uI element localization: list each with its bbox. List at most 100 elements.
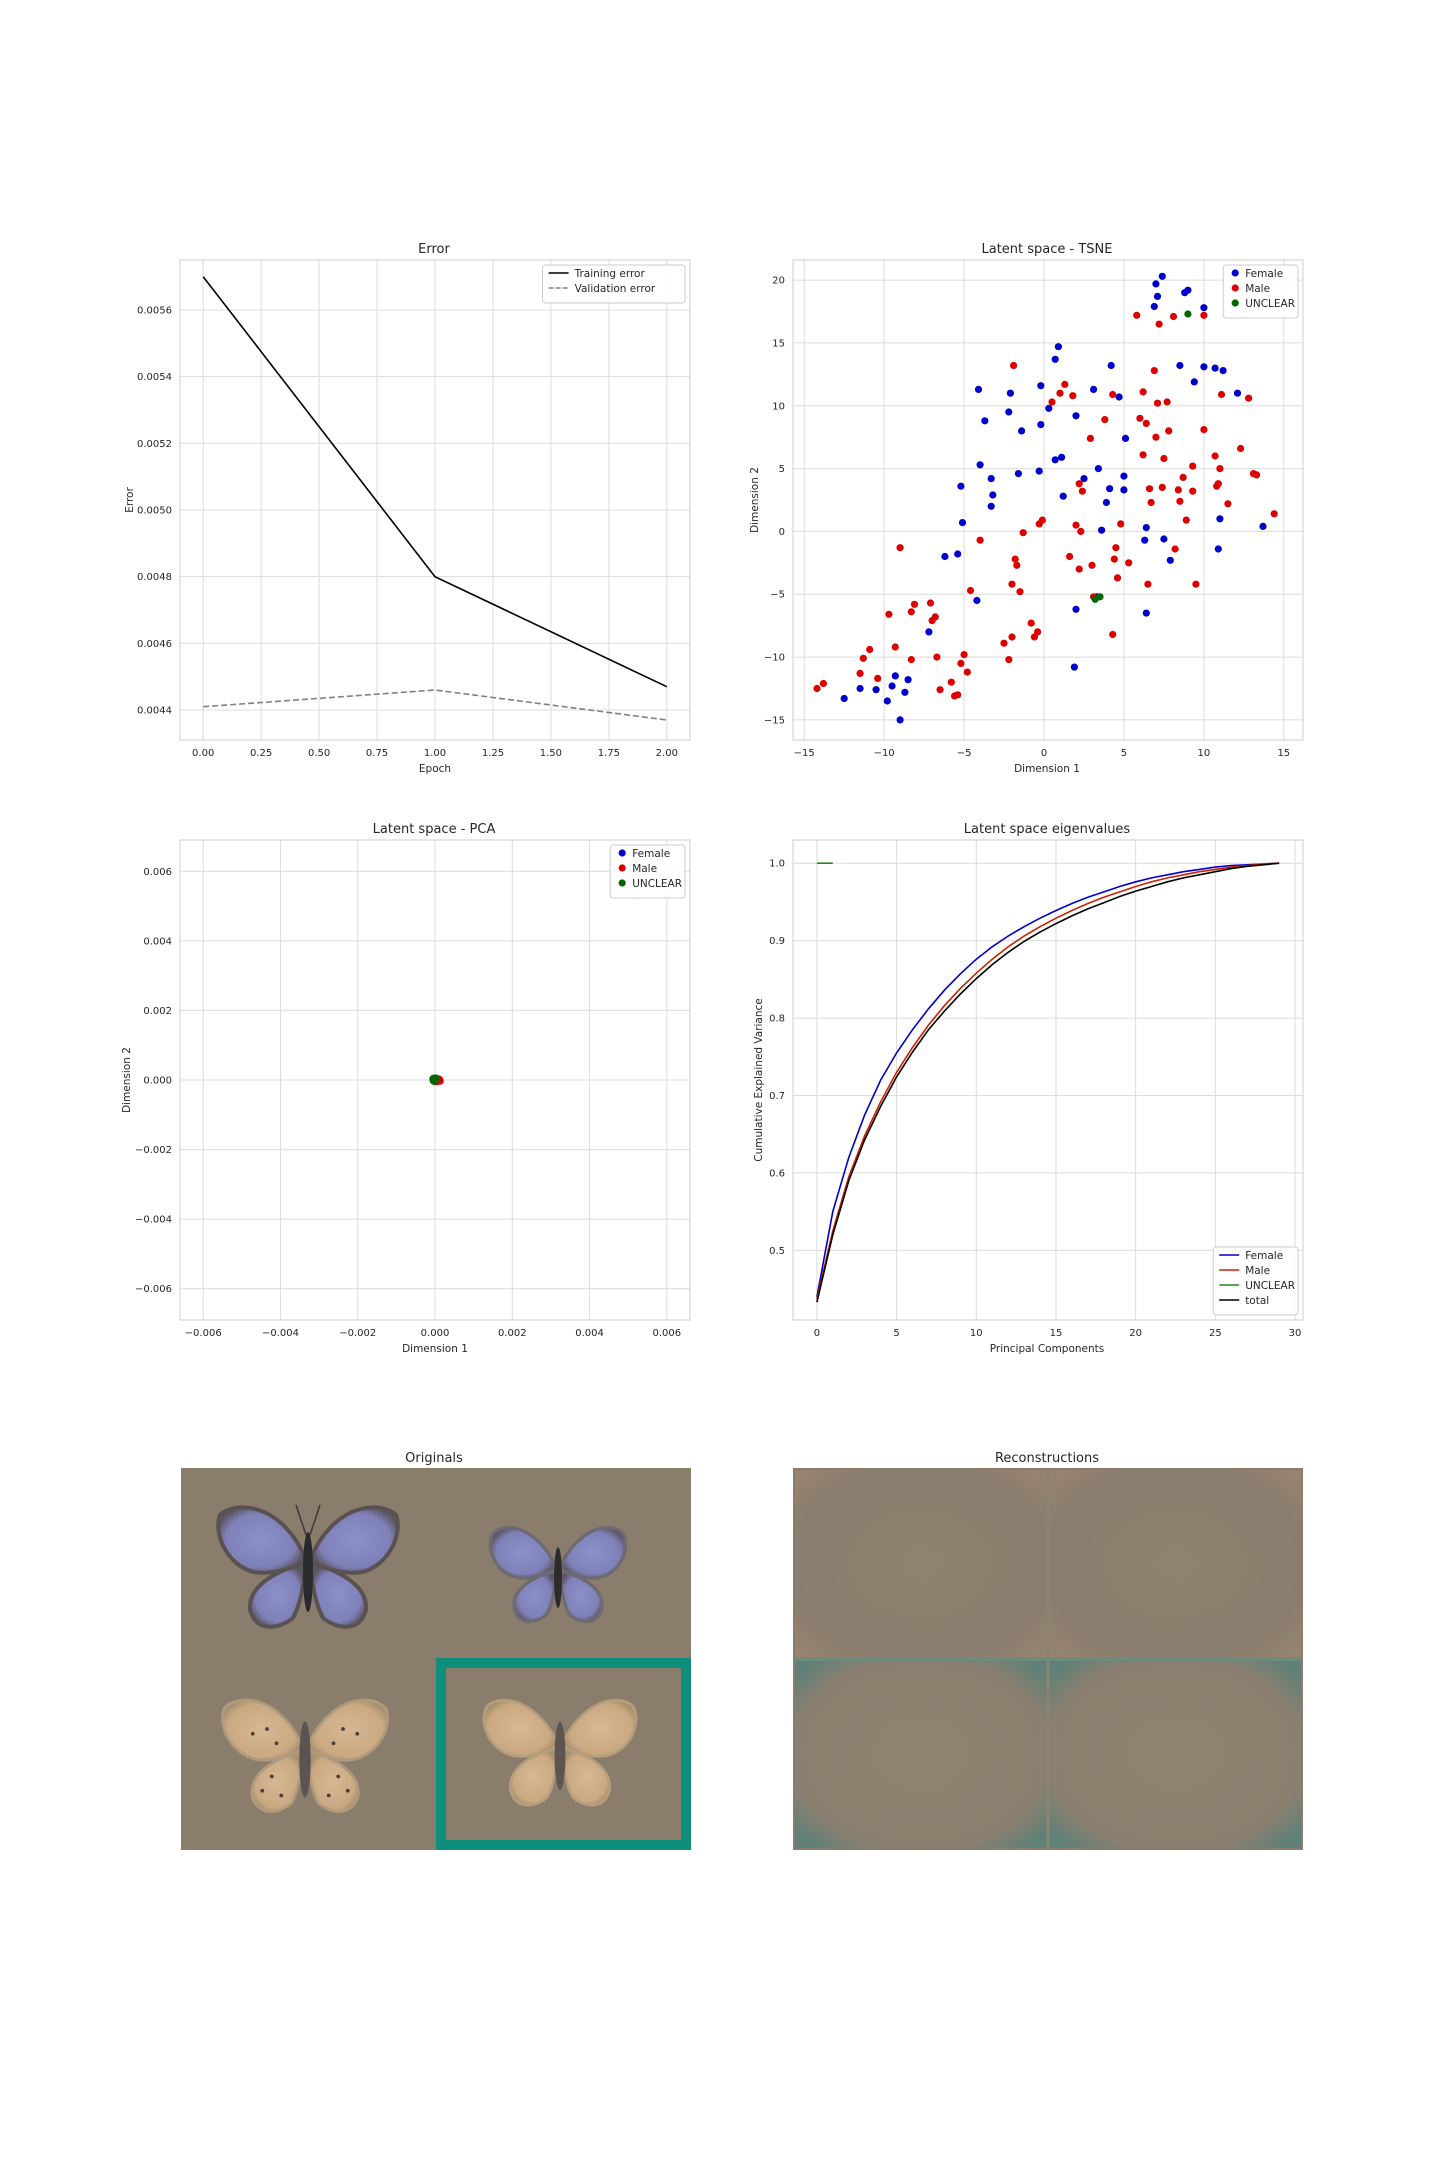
legend-swatch-unclear bbox=[618, 879, 626, 887]
data-point-male bbox=[885, 610, 893, 618]
y-tick-label: 0.000 bbox=[143, 1076, 172, 1087]
data-point-female bbox=[974, 385, 983, 393]
data-point-male bbox=[866, 645, 874, 654]
data-point-male bbox=[1101, 416, 1109, 424]
data-point-male bbox=[1011, 555, 1019, 563]
y-axis-label: Dimension 2 bbox=[749, 467, 761, 533]
data-point-male bbox=[957, 659, 965, 668]
x-tick-label: 25 bbox=[1209, 1328, 1222, 1339]
data-point-male bbox=[963, 668, 971, 676]
data-point-female bbox=[888, 682, 896, 690]
butterfly-blue-large bbox=[216, 1504, 400, 1629]
x-axis-label: Dimension 1 bbox=[402, 1343, 468, 1355]
data-point-male bbox=[891, 643, 899, 651]
data-point-male bbox=[1109, 390, 1117, 399]
x-tick-label: 1.75 bbox=[598, 748, 620, 759]
originals-panel: Originals bbox=[181, 1451, 691, 1850]
data-point-female bbox=[1211, 364, 1219, 372]
legend-box bbox=[1212, 1246, 1299, 1316]
data-point-female bbox=[1233, 389, 1242, 397]
data-point-female bbox=[1018, 427, 1026, 435]
data-point-male bbox=[1200, 426, 1208, 434]
data-point-male bbox=[1113, 574, 1122, 582]
chart-title: Latent space eigenvalues bbox=[964, 822, 1131, 837]
data-point-female bbox=[958, 519, 967, 527]
data-point-male bbox=[1153, 399, 1162, 407]
legend-label-male: Male bbox=[632, 863, 657, 875]
y-tick-label: −15 bbox=[764, 715, 785, 726]
legend-label-female: Female bbox=[632, 848, 670, 860]
data-point-male bbox=[1169, 312, 1178, 321]
x-tick-label: 0.004 bbox=[575, 1328, 604, 1339]
legend-swatch-female bbox=[1231, 269, 1239, 277]
data-point-male bbox=[1027, 619, 1035, 627]
data-point-male bbox=[1192, 580, 1200, 588]
data-point-male bbox=[1171, 545, 1179, 553]
data-point-male bbox=[1214, 480, 1222, 488]
data-point-female bbox=[1070, 663, 1078, 671]
data-point-female bbox=[957, 482, 965, 490]
x-tick-label: 0 bbox=[1041, 748, 1047, 759]
x-tick-label: 1.00 bbox=[424, 748, 446, 759]
data-point-female bbox=[1080, 475, 1088, 483]
data-point-male bbox=[976, 536, 984, 544]
data-point-female bbox=[973, 596, 981, 605]
data-point-female bbox=[840, 694, 848, 703]
x-tick-label: 0.50 bbox=[308, 748, 330, 759]
data-point-female bbox=[896, 716, 904, 724]
data-point-female bbox=[1051, 355, 1059, 363]
data-point-male bbox=[1038, 516, 1046, 524]
data-point-female bbox=[1005, 408, 1013, 416]
data-point-female bbox=[1120, 486, 1128, 494]
data-point-male bbox=[1174, 486, 1182, 494]
data-point-male bbox=[1139, 451, 1147, 459]
x-tick-label: 0 bbox=[814, 1328, 820, 1339]
data-point-male bbox=[1048, 398, 1056, 406]
data-point-female bbox=[883, 697, 891, 705]
data-point-male bbox=[859, 654, 867, 662]
y-tick-label: 0.004 bbox=[143, 936, 172, 947]
x-tick-label: −0.004 bbox=[262, 1328, 299, 1339]
y-axis-label: Dimension 2 bbox=[121, 1047, 133, 1113]
data-point-female bbox=[1058, 453, 1066, 461]
data-point-male bbox=[1211, 452, 1219, 460]
data-point-male bbox=[1086, 434, 1094, 442]
data-point-male bbox=[907, 656, 915, 664]
data-point-male bbox=[1077, 527, 1085, 536]
x-tick-label: −5 bbox=[957, 748, 972, 759]
reconstruction-tile-3 bbox=[795, 1660, 1047, 1848]
data-point-female bbox=[1150, 302, 1158, 311]
data-point-male bbox=[936, 686, 944, 694]
legend-swatch-unclear bbox=[1231, 299, 1239, 307]
data-point-male bbox=[1008, 580, 1016, 588]
data-point-female bbox=[925, 628, 933, 636]
data-point-male bbox=[1158, 483, 1166, 491]
data-point-male bbox=[1019, 529, 1027, 537]
data-point-female bbox=[1184, 286, 1192, 294]
data-point-male bbox=[1088, 561, 1096, 569]
legend-box bbox=[542, 264, 686, 304]
eigenvalues-chart: Latent space eigenvalues 0 5 10 15 20 25 30 0.5… bbox=[753, 822, 1304, 1355]
y-tick-label: 0.7 bbox=[769, 1091, 785, 1102]
data-point-male bbox=[950, 692, 959, 700]
y-axis-label: Error bbox=[124, 487, 136, 513]
error-chart: Error 0.00 0.25 0.50 0.75 1.00 1.25 1.50 1.75 2.… bbox=[124, 242, 691, 775]
butterfly-tan-highlighted bbox=[482, 1698, 638, 1807]
data-point-female bbox=[1106, 485, 1114, 493]
data-point-male bbox=[1136, 414, 1144, 422]
y-tick-label: −0.004 bbox=[135, 1215, 172, 1226]
data-point-male bbox=[1237, 444, 1245, 453]
data-point-female bbox=[941, 552, 949, 561]
y-tick-label: 20 bbox=[772, 276, 785, 287]
x-tick-label: 0.006 bbox=[652, 1328, 681, 1339]
data-point-female bbox=[1098, 526, 1106, 534]
legend-label-female: Female bbox=[1245, 1250, 1283, 1262]
data-point-female bbox=[1120, 472, 1128, 480]
series-line-training-error bbox=[202, 276, 668, 688]
data-point-male bbox=[1245, 394, 1253, 402]
data-point-male bbox=[1163, 398, 1171, 406]
data-point-female bbox=[1152, 280, 1160, 288]
y-tick-label: 0.0054 bbox=[137, 372, 172, 383]
x-axis-label: Dimension 1 bbox=[1014, 763, 1080, 775]
x-tick-label: 0.002 bbox=[498, 1328, 527, 1339]
